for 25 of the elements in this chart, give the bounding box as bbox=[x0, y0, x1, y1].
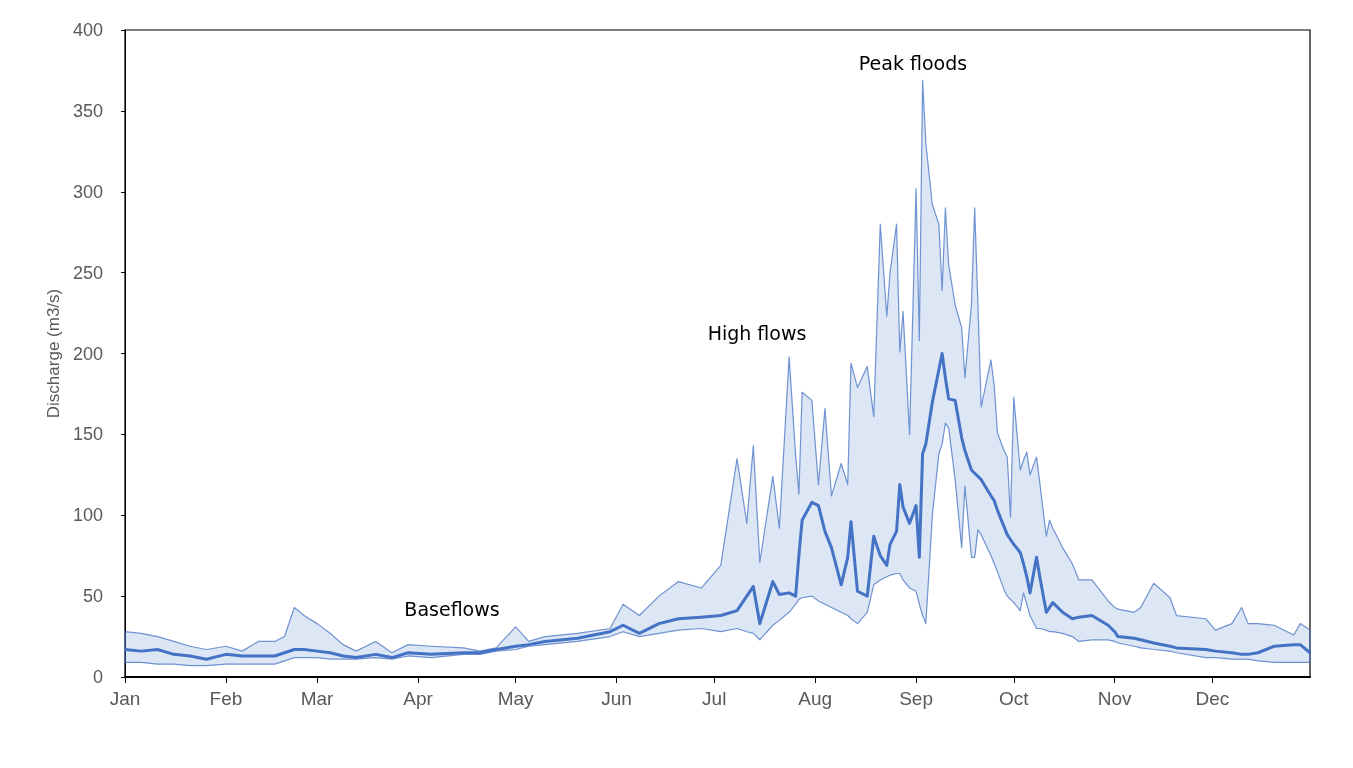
y-axis-title: Discharge (m3/s) bbox=[44, 288, 64, 419]
y-tick-label: 200 bbox=[72, 343, 103, 364]
x-tick-label: Nov bbox=[1097, 688, 1133, 709]
y-tick-label: 250 bbox=[72, 262, 103, 283]
x-tick-label: Dec bbox=[1195, 688, 1230, 709]
x-tick-label: Feb bbox=[209, 688, 243, 709]
x-tick-label: Mar bbox=[300, 688, 335, 709]
x-tick-label: Jan bbox=[109, 688, 141, 709]
x-tick-label: Apr bbox=[403, 688, 434, 709]
x-tick-label: Aug bbox=[798, 688, 833, 709]
annotation: Peak floods bbox=[858, 52, 968, 74]
y-tick-label: 50 bbox=[82, 586, 103, 607]
annotation: High flows bbox=[707, 322, 807, 344]
x-tick-label: Jun bbox=[601, 688, 632, 709]
x-tick-label: Jul bbox=[702, 688, 727, 709]
x-tick-label: Sep bbox=[899, 688, 933, 709]
y-tick-label: 350 bbox=[72, 100, 103, 121]
y-tick-label: 100 bbox=[72, 505, 103, 526]
y-tick-label: 150 bbox=[72, 424, 103, 445]
y-tick-label: 0 bbox=[92, 667, 103, 687]
x-tick-label: May bbox=[497, 688, 535, 709]
y-tick-label: 400 bbox=[72, 20, 103, 40]
annotation: Baseflows bbox=[404, 598, 500, 620]
y-tick-label: 300 bbox=[72, 181, 103, 202]
x-tick-label: Oct bbox=[998, 688, 1030, 709]
